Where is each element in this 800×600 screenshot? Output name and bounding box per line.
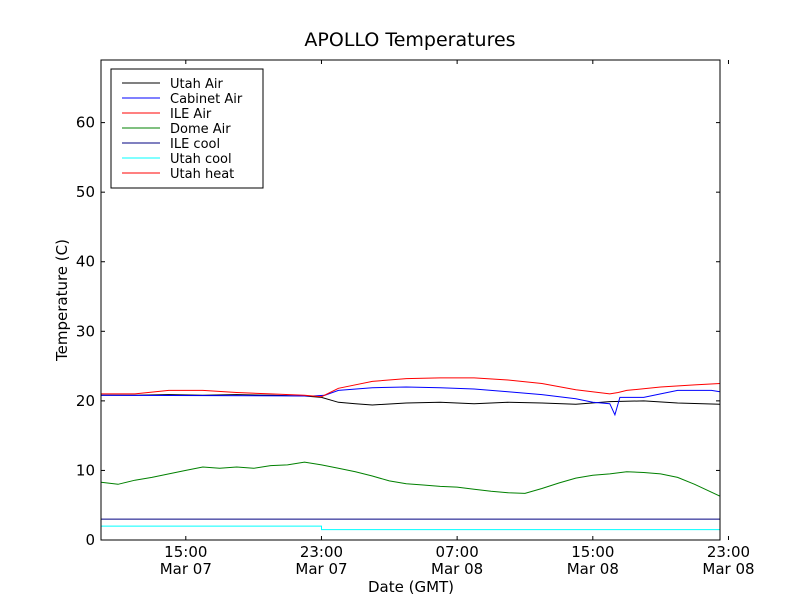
y-tick-label: 30 bbox=[76, 322, 95, 340]
x-tick-label-time: 15:00 bbox=[571, 543, 614, 561]
legend-label-ile-cool: ILE cool bbox=[170, 137, 220, 152]
y-tick-label: 50 bbox=[76, 183, 95, 201]
y-tick-label: 20 bbox=[76, 392, 95, 410]
y-tick-label: 10 bbox=[76, 461, 95, 479]
legend-label-dome-air: Dome Air bbox=[170, 122, 231, 137]
series-line-utah-cool bbox=[101, 525, 720, 531]
x-tick-label-time: 23:00 bbox=[300, 543, 343, 561]
x-tick-label-date: Mar 08 bbox=[567, 560, 619, 578]
y-axis-label: Temperature (C) bbox=[53, 239, 71, 362]
x-tick-label-time: 23:00 bbox=[707, 543, 750, 561]
legend-label-utah-cool: Utah cool bbox=[170, 152, 232, 167]
series-line-ile-air bbox=[101, 377, 720, 398]
series-line-cabinet-air bbox=[101, 386, 720, 417]
y-axis: 0 10 20 30 40 50 60 bbox=[76, 114, 720, 549]
legend-label-cabinet-air: Cabinet Air bbox=[170, 92, 243, 107]
series-line-dome-air bbox=[101, 461, 720, 497]
x-tick-label-date: Mar 07 bbox=[295, 560, 347, 578]
chart-title: APOLLO Temperatures bbox=[304, 29, 515, 51]
x-tick-label-date: Mar 08 bbox=[702, 560, 754, 578]
legend-label-utah-air: Utah Air bbox=[170, 77, 223, 92]
y-tick-label: 60 bbox=[76, 114, 95, 132]
y-tick-label: 40 bbox=[76, 253, 95, 271]
legend-label-utah-heat: Utah heat bbox=[170, 167, 234, 182]
x-axis-label: Date (GMT) bbox=[368, 578, 454, 596]
x-tick-label-time: 07:00 bbox=[436, 543, 479, 561]
x-tick-label-time: 15:00 bbox=[164, 543, 207, 561]
series-layer bbox=[101, 377, 720, 540]
x-tick-label-date: Mar 08 bbox=[431, 560, 483, 578]
legend-label-ile-air: ILE Air bbox=[170, 107, 212, 122]
plot-frame bbox=[100, 59, 721, 541]
x-tick-label-date: Mar 07 bbox=[160, 560, 212, 578]
y-tick-label: 0 bbox=[85, 531, 95, 549]
